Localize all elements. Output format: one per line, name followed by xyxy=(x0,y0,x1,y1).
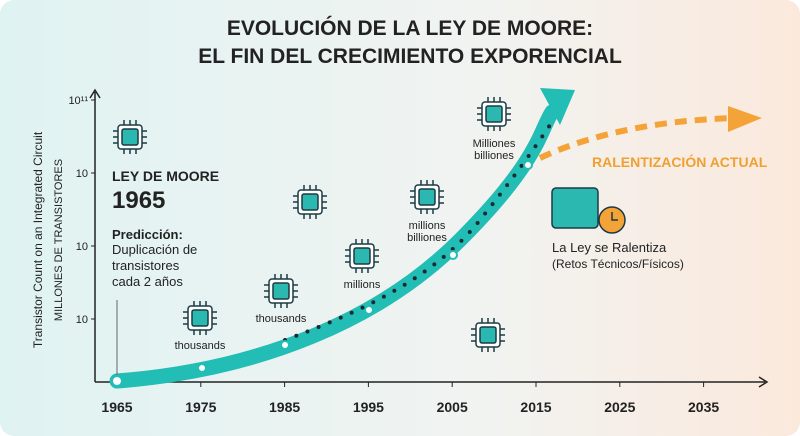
y-tick-label: 10¹¹ xyxy=(68,95,88,107)
x-tick-label: 2015 xyxy=(520,399,551,415)
x-tick-label: 1995 xyxy=(353,399,384,415)
chip-label: thousands xyxy=(256,313,307,325)
slowdown-arrowhead xyxy=(728,106,762,132)
slowdown-curve xyxy=(538,115,736,161)
chip-label: thousands xyxy=(175,340,226,352)
y-axis-label: MILLONES DE TRANSISTORES xyxy=(53,159,65,321)
prediction-text: cada 2 años xyxy=(112,274,183,289)
x-tick-label: 1985 xyxy=(269,399,300,415)
growth-arrowhead xyxy=(540,88,575,125)
x-tick-label: 1965 xyxy=(101,399,132,415)
x-tick-label: 1975 xyxy=(185,399,216,415)
x-axis xyxy=(95,376,769,388)
moore-title: LEY DE MOORE xyxy=(112,168,219,184)
y-axis xyxy=(89,88,101,382)
title: EVOLUCIÓN DE LA LEY DE MOORE: xyxy=(227,16,593,40)
title: EL FIN DEL CRECIMIENTO EXPORENCIAL xyxy=(198,45,622,68)
y-tick-label: 10 xyxy=(76,314,88,326)
prediction-text: Duplicación de xyxy=(112,242,197,257)
x-tick-label: 2035 xyxy=(688,399,719,415)
dotted-trend xyxy=(283,120,554,342)
chip-label: Milliones xyxy=(473,138,516,150)
chip-label: billiones xyxy=(407,232,447,244)
y-tick-label: 10 xyxy=(76,168,88,180)
chip-icons xyxy=(112,96,626,353)
chip-label: billiones xyxy=(474,150,514,162)
slowdown-subtitle: (Retos Técnicos/Físicos) xyxy=(552,257,684,271)
x-tick-label: 2025 xyxy=(604,399,635,415)
curve-points xyxy=(111,160,533,387)
slowdown-label: RALENTIZACIÓN ACTUAL xyxy=(592,153,768,170)
chip-label: millions xyxy=(344,279,381,291)
growth-curve xyxy=(109,104,560,389)
prediction-label: Predicción: xyxy=(112,227,183,242)
chip-label: millions xyxy=(409,220,446,232)
prediction-text: transistores xyxy=(112,258,180,273)
y-tick-label: 10 xyxy=(76,241,88,253)
moore-year: 1965 xyxy=(112,187,165,214)
y-axis-label: Transistor Count on an Integrated Circui… xyxy=(31,131,45,348)
slowdown-title: La Ley se Ralentiza xyxy=(552,240,667,255)
x-tick-label: 2005 xyxy=(437,399,468,415)
